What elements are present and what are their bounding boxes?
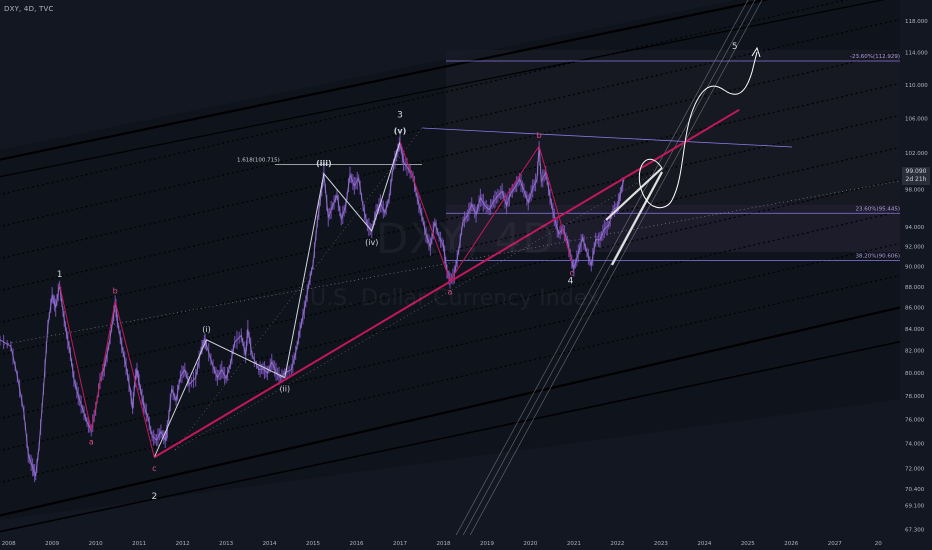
wave-label: 5 (732, 42, 738, 52)
wedge-line (611, 171, 663, 266)
price-line (0, 141, 625, 477)
wave-label: (i) (202, 325, 210, 334)
wave-label: (ii) (279, 385, 290, 394)
y-tick-label: 88.000 (905, 285, 925, 291)
wave-label: (iv) (365, 238, 378, 247)
wave-label: 2 (151, 492, 157, 502)
wave-zigzag-pink (59, 284, 155, 458)
wave-label: c (570, 268, 574, 277)
y-tick-label: 70.400 (905, 487, 925, 493)
x-tick-label: 2016 (350, 541, 364, 547)
projection-arrowhead (751, 46, 761, 58)
wave-label: c (152, 464, 156, 473)
y-tick-label: 80.000 (905, 371, 925, 377)
y-tick-label: 76.000 (905, 418, 925, 424)
x-tick-label: 2008 (2, 541, 16, 547)
wave-dotted-line (174, 169, 661, 451)
wave-label: b (113, 286, 118, 295)
time-axis-bg (0, 535, 932, 550)
retracement-zone (446, 205, 932, 252)
y-tick-label: 67.300 (905, 528, 925, 534)
wave-label: 3 (397, 111, 403, 121)
wave-label: a (448, 288, 453, 297)
watermark-symbol: DXY, 4D (376, 214, 556, 263)
y-tick-label: 84.000 (905, 327, 925, 333)
y-tick-label: 86.000 (905, 306, 925, 312)
wave-label: (v) (394, 127, 407, 136)
watermark-description: U.S. Dollar Currency Index (310, 286, 600, 311)
y-tick-label: 69.100 (905, 504, 925, 510)
y-tick-label: 106.000 (905, 116, 928, 122)
y-tick-label: 94.000 (905, 225, 925, 231)
y-tick-label: 72.000 (905, 466, 925, 472)
current-price: 99.090 (905, 168, 927, 175)
wave-label: b (537, 131, 542, 140)
x-tick-label: 2018 (436, 541, 450, 547)
channel-line (0, 0, 770, 161)
bar-countdown: 2d 21h (905, 176, 927, 183)
x-tick-label: 2015 (306, 541, 320, 547)
wave-label: (iii) (316, 159, 332, 168)
current-price-tag: 99.090 2d 21h (902, 167, 930, 185)
y-tick-label: 114.000 (905, 50, 928, 56)
y-tick-label: 74.000 (905, 442, 925, 448)
fib-label: -23.60%(112.929) (850, 54, 900, 60)
purple-trendline (421, 127, 793, 148)
x-tick-label: 2010 (89, 541, 103, 547)
fan-line (447, 0, 749, 550)
x-tick-label: 2026 (784, 541, 798, 547)
y-tick-label: 78.000 (905, 394, 925, 400)
x-tick-label: 2013 (219, 541, 233, 547)
y-tick-label: 82.000 (905, 349, 925, 355)
fan-line (461, 0, 763, 550)
y-tick-label: 92.000 (905, 245, 925, 251)
projection-zone (446, 50, 932, 207)
channel-line (0, 334, 932, 533)
fib-label: 1.618(100.715) (237, 158, 280, 164)
x-tick-label: 2022 (610, 541, 624, 547)
x-tick-label: 2011 (132, 541, 146, 547)
wave-label: a (89, 437, 94, 446)
projection-path (638, 51, 758, 209)
x-tick-label: 2025 (741, 541, 755, 547)
x-tick-label: 2012 (176, 541, 190, 547)
price-axis-bg (900, 0, 932, 550)
x-tick-label: 2009 (45, 541, 59, 547)
x-tick-label: 2020 (523, 541, 537, 547)
ticker-label[interactable]: DXY, 4D, TVC (4, 5, 54, 13)
x-tick-label: 2017 (393, 541, 407, 547)
x-tick-label: 2027 (828, 541, 842, 547)
x-tick-label: 2021 (567, 541, 581, 547)
y-tick-label: 98.000 (905, 187, 925, 193)
y-tick-label: 110.000 (905, 83, 928, 89)
wave-label: 1 (57, 270, 63, 280)
y-tick-label: 102.000 (905, 151, 928, 157)
y-tick-label: 90.000 (905, 264, 925, 270)
fan-line (454, 0, 756, 550)
wave-zigzag-pink (399, 141, 573, 282)
channel-line (0, 0, 886, 178)
wave-zigzag-white (153, 141, 401, 458)
wave-label: 4 (568, 277, 574, 287)
y-tick-label: 118.000 (905, 19, 928, 25)
x-tick-label: 2014 (263, 541, 277, 547)
x-tick-label: 2023 (654, 541, 668, 547)
x-tick-label: 2024 (697, 541, 711, 547)
x-tick-label: 2019 (480, 541, 494, 547)
x-tick-label: 20 (875, 541, 882, 547)
fib-label: 23.60%(95.445) (855, 206, 900, 212)
channel-line (0, 298, 932, 517)
wedge-line (605, 167, 663, 221)
fib-label: 38.20%(90.606) (855, 253, 900, 259)
pink-trendline (153, 108, 740, 459)
